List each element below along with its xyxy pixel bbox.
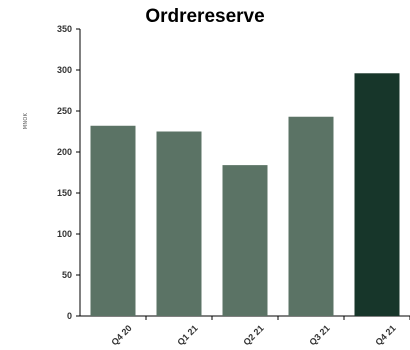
y-tick-label: 300: [57, 65, 72, 75]
y-tick-label: 250: [57, 106, 72, 116]
y-tick-label: 50: [62, 270, 72, 280]
y-tick-label: 350: [57, 24, 72, 34]
x-tick-label: Q2 21: [241, 323, 265, 347]
bar: [90, 125, 136, 316]
y-tick-label: 0: [67, 311, 72, 321]
y-tick-label: 100: [57, 229, 72, 239]
y-tick-label: 150: [57, 188, 72, 198]
bar: [222, 165, 268, 316]
x-tick-label: Q1 21: [175, 323, 199, 347]
bar: [288, 116, 334, 317]
x-tick-label: Q4 20: [109, 323, 133, 347]
x-tick-label: Q4 21: [373, 323, 397, 347]
x-tick-label: Q3 21: [307, 323, 331, 347]
y-tick-label: 200: [57, 147, 72, 157]
chart-title: Ordrereserve: [145, 6, 265, 27]
bar: [156, 131, 202, 316]
bar: [354, 73, 400, 316]
